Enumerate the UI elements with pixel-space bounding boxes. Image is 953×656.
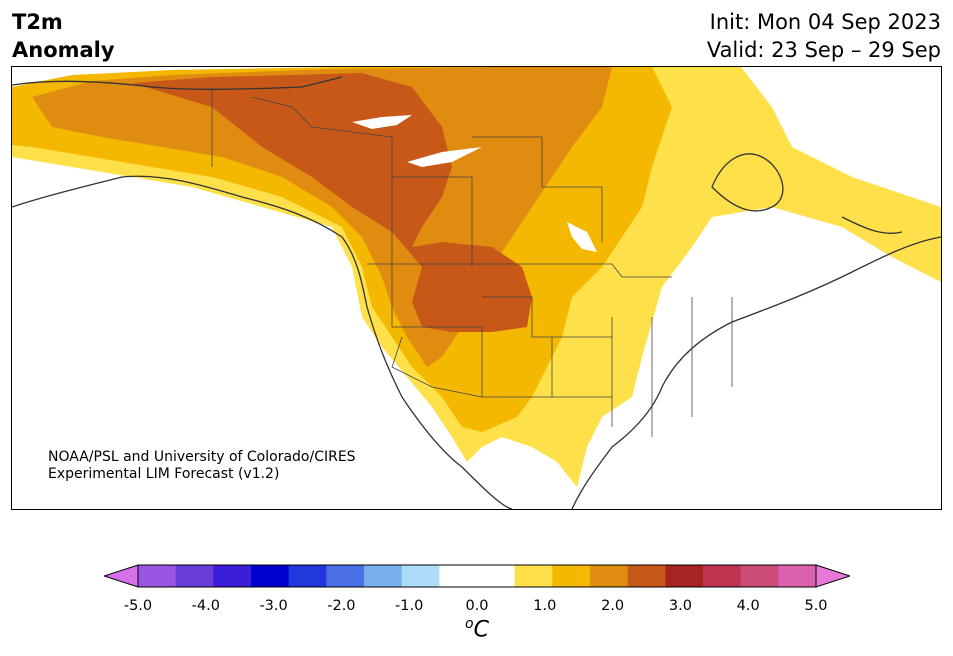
political-borders: [211, 87, 733, 437]
credit-line-2: Experimental LIM Forecast (v1.2): [48, 466, 280, 482]
coastlines: [12, 76, 941, 509]
colorbar-bin: [364, 565, 403, 587]
colorbar-bin: [627, 565, 666, 587]
title-anomaly: Anomaly: [12, 38, 115, 62]
colorbar-bin: [175, 565, 214, 587]
colorbar-tick-label: 4.0: [736, 598, 760, 614]
title-variable: T2m: [12, 10, 63, 34]
colorbar-bin: [439, 565, 478, 587]
colorbar-bin: [740, 565, 779, 587]
colorbar-tick-label: -5.0: [123, 598, 153, 614]
forecast-dates: Init: Mon 04 Sep 2023 Valid: 23 Sep – 29…: [707, 8, 941, 64]
colorbar-bin: [514, 565, 553, 587]
colorbar-bin: [288, 565, 327, 587]
colorbar-bin: [401, 565, 440, 587]
colorbar-bin: [703, 565, 742, 587]
map-title: T2m Anomaly: [12, 8, 115, 64]
anomaly-region-dark-orange: [132, 73, 532, 332]
colorbar-bin: [665, 565, 704, 587]
colorbar-extend-high: [815, 564, 852, 588]
colorbar-tick-label: -3.0: [259, 598, 288, 614]
lake-shape: [407, 147, 482, 167]
colorbar-tick-label: -2.0: [327, 598, 356, 614]
colorbar-tick-label: -4.0: [191, 598, 220, 614]
init-date: Init: Mon 04 Sep 2023: [709, 10, 941, 34]
colorbar-tick-label: 1.0: [533, 598, 557, 614]
colorbar-bin: [213, 565, 252, 587]
colorbar-bin: [778, 565, 817, 587]
valid-range: Valid: 23 Sep – 29 Sep: [706, 38, 941, 62]
colorbar-outline: [137, 564, 817, 588]
colorbar-tick-label: 5.0: [804, 598, 828, 614]
colorbar-bin: [590, 565, 629, 587]
units-degree: o: [465, 616, 474, 632]
colorbar-bin: [138, 565, 177, 587]
credit-text: NOAA/PSL and University of Colorado/CIRE…: [48, 449, 356, 483]
colorbar-extend-low: [102, 564, 139, 588]
colorbar-bin: [552, 565, 591, 587]
lake-shape: [352, 115, 412, 129]
credit-line-1: NOAA/PSL and University of Colorado/CIRE…: [48, 449, 356, 465]
map-canvas: [12, 67, 941, 509]
colorbar-tick-label: 2.0: [601, 598, 625, 614]
colorbar-svg: [102, 564, 852, 588]
colorbar-units: oC: [465, 616, 489, 642]
colorbar: [102, 564, 852, 592]
colorbar-bin: [251, 565, 290, 587]
units-letter: C: [473, 617, 489, 643]
colorbar-tick-label: 0.0: [465, 598, 489, 614]
anomaly-map: [11, 66, 942, 510]
lake-shape: [567, 222, 597, 252]
colorbar-tick-label: 3.0: [668, 598, 692, 614]
colorbar-bin: [477, 565, 516, 587]
colorbar-tick-label: -1.0: [395, 598, 424, 614]
colorbar-bin: [326, 565, 365, 587]
